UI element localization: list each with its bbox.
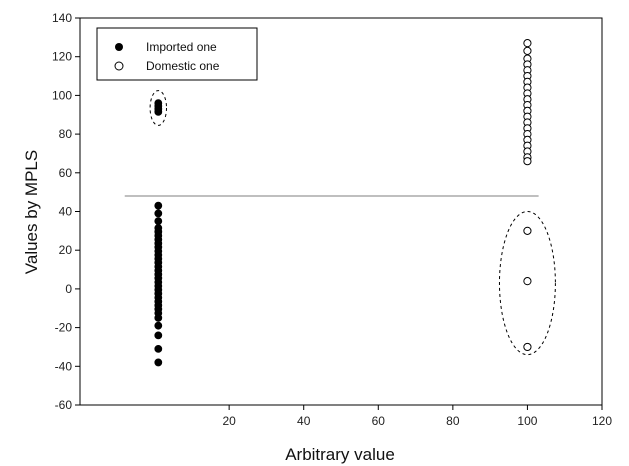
- y-tick-label: -20: [55, 321, 73, 335]
- y-tick-label: 60: [59, 166, 73, 180]
- legend-label-domestic: Domestic one: [146, 59, 220, 73]
- legend: Imported one Domestic one: [96, 27, 258, 81]
- x-tick-label: 80: [446, 414, 460, 428]
- x-axis-title: Arbitrary value: [285, 445, 395, 464]
- annotation-ellipses: [149, 90, 556, 356]
- data-points: [154, 39, 532, 367]
- x-tick-label: 120: [592, 414, 612, 428]
- x-tick-label: 100: [517, 414, 537, 428]
- legend-marker-imported: [115, 43, 123, 51]
- legend-marker-domestic: [114, 61, 124, 71]
- data-point-imported: [154, 344, 163, 353]
- y-tick-label: -40: [55, 359, 73, 373]
- data-point-domestic: [523, 342, 532, 352]
- data-point-imported: [154, 314, 163, 322]
- annotation-ellipse: [149, 90, 168, 126]
- y-tick-label: 120: [52, 50, 72, 64]
- y-tick-label: 140: [52, 11, 72, 25]
- legend-box: [96, 27, 258, 81]
- data-point-imported: [154, 217, 163, 226]
- legend-label-imported: Imported one: [146, 40, 217, 54]
- data-point-imported: [154, 209, 163, 218]
- data-point-imported: [154, 331, 163, 340]
- x-tick-label: 60: [372, 414, 386, 428]
- y-tick-label: 80: [59, 127, 73, 141]
- y-axis-title: Values by MPLS: [22, 150, 41, 274]
- data-point-imported: [154, 321, 163, 330]
- data-point-imported: [154, 201, 163, 210]
- data-point-imported: [154, 107, 163, 116]
- y-tick-label: 40: [59, 205, 73, 219]
- data-point-domestic: [523, 226, 532, 235]
- y-axis-ticks: -60 -40 -20 0 20 40 60 80 100 120 140: [52, 11, 80, 412]
- x-tick-label: 20: [222, 414, 236, 428]
- data-point-domestic: [523, 39, 532, 48]
- y-tick-label: 100: [52, 88, 72, 102]
- data-point-domestic: [523, 46, 532, 55]
- x-tick-label: 40: [297, 414, 311, 428]
- x-axis-ticks: 20 40 60 80 100 120: [222, 405, 612, 428]
- data-point-domestic: [523, 157, 532, 166]
- y-tick-label: -60: [55, 398, 73, 412]
- data-point-domestic: [523, 277, 532, 286]
- annotation-ellipse: [498, 211, 556, 356]
- data-point-imported: [154, 358, 163, 367]
- y-tick-label: 0: [65, 282, 72, 296]
- y-tick-label: 20: [59, 243, 73, 257]
